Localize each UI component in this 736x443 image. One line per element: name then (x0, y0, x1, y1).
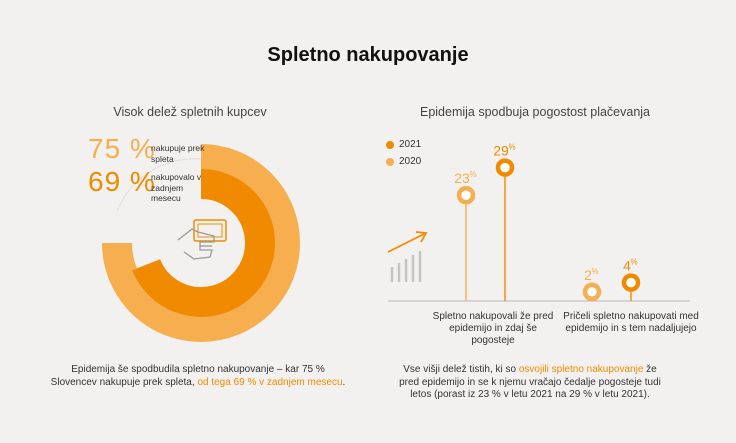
value-label-2020-cat1: 23 (454, 170, 470, 186)
value-label-2021-cat1: 29 (493, 143, 509, 159)
growth-chart-icon-arrow (387, 233, 425, 253)
point-2020-cat1 (456, 185, 476, 205)
value-unit-2021-cat2: % (630, 258, 637, 267)
legend-2021-label: 2021 (399, 139, 422, 150)
lollipop-subtitle: Epidemija spodbuja pogostost plačevanja (419, 105, 651, 119)
value-unit-2021-cat1: % (508, 143, 515, 152)
point-2020-cat2 (582, 282, 602, 302)
stat-75-note: nakupuje prek spleta (151, 143, 205, 164)
value-unit-2020-cat2: % (591, 267, 598, 276)
category-caption-1: Spletno nakupovali že pred epidemijo in … (432, 311, 554, 346)
lollipop-footer: Vse višji delež tistih, ki so osvojili s… (395, 364, 665, 402)
hand-card-icon (177, 219, 227, 260)
donut-footer: Epidemija še spodbudila spletno nakupova… (48, 364, 348, 389)
donut-footer-text: Epidemija še spodbudila spletno nakupova… (50, 364, 325, 388)
stat-69-value: 69 % (88, 166, 156, 197)
value-label-2020-cat2: 2 (584, 267, 592, 283)
legend-2020-label: 2020 (399, 156, 422, 167)
point-2021-cat1 (495, 158, 515, 177)
stat-69-note: nakupovalo v zadnjem mesecu (151, 172, 202, 203)
page-title: Spletno nakupovanje (267, 44, 469, 66)
donut-arc-69 (132, 169, 275, 317)
value-label-2021-cat2: 4 (623, 258, 631, 274)
lollipop-footer-pre: Vse višji delež tistih, ki so (403, 364, 517, 375)
stat-75-value: 75 % (88, 133, 156, 164)
value-unit-2020-cat1: % (469, 170, 476, 179)
donut-guide-arc (116, 158, 202, 212)
category-caption-2: Pričeli spletno nakupovati med epidemijo… (563, 311, 699, 334)
donut-footer-end: . (342, 376, 346, 388)
point-2021-cat2 (621, 273, 641, 292)
donut-arc-75 (102, 144, 300, 342)
donut-subtitle: Visok delež spletnih kupcev (113, 105, 267, 119)
lollipop-footer-highlight: osvojili spletno nakupovanje (518, 364, 644, 375)
growth-chart-icon-arrowhead (415, 231, 428, 243)
lollipop-footer-post: že pred epidemijo in se k njemu vračajo … (399, 364, 661, 400)
legend-2021-dot (386, 141, 394, 149)
donut-footer-highlight: od tega 69 % v zadnjem mesecu (197, 376, 343, 388)
legend-2020-dot (386, 158, 394, 166)
